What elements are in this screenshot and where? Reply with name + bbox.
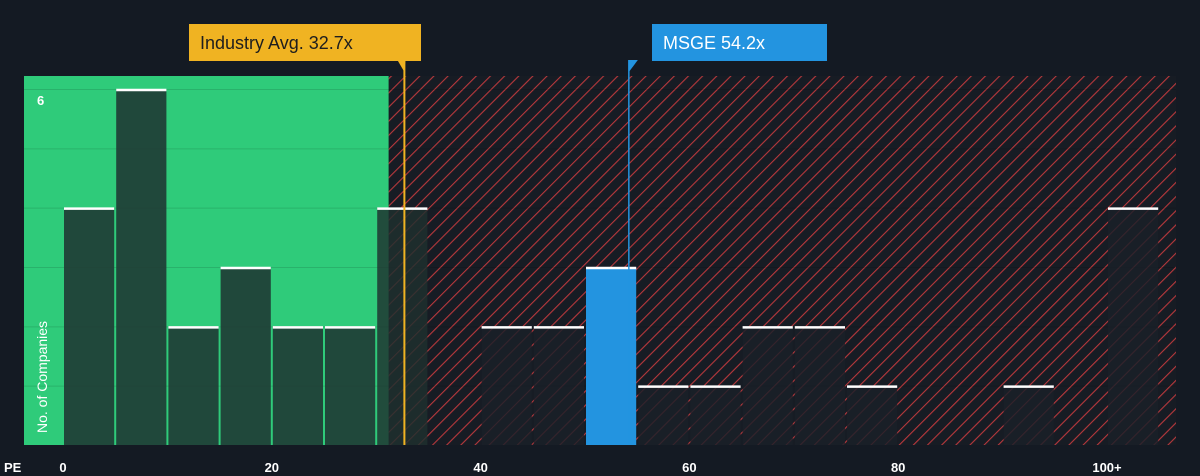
x-axis-title: PE [4, 460, 22, 475]
histogram-bar [794, 326, 845, 445]
y-tick-label: 6 [37, 93, 44, 108]
industry-average-pointer [397, 60, 406, 72]
company-pe-callout [652, 24, 827, 61]
y-axis-title: No. of Companies [34, 321, 50, 433]
histogram-bar [481, 326, 532, 445]
histogram-bar [168, 326, 219, 445]
industry-average-callout [189, 24, 421, 61]
histogram-bar [586, 267, 637, 445]
histogram-bar [272, 326, 323, 445]
x-tick-label: 20 [265, 460, 279, 475]
histogram-bar [847, 385, 898, 445]
histogram-bar [1003, 385, 1054, 445]
company-pe-pointer [628, 60, 638, 72]
company-pe-label: MSGE 54.2x [663, 33, 765, 53]
histogram-bar [742, 326, 793, 445]
histogram-bar [64, 207, 115, 445]
industry-average-label: Industry Avg. 32.7x [200, 33, 353, 53]
histogram-bar [1108, 207, 1159, 445]
histogram-bar [116, 89, 167, 445]
histogram-bar [638, 385, 689, 445]
histogram-bar [377, 207, 428, 445]
x-tick-label: 100+ [1092, 460, 1122, 475]
x-tick-label: 40 [473, 460, 487, 475]
x-tick-label: 80 [891, 460, 905, 475]
histogram-bar [325, 326, 376, 445]
x-tick-label: 0 [59, 460, 66, 475]
histogram-bar [220, 267, 271, 445]
histogram-bar [533, 326, 584, 445]
histogram-bar [690, 385, 741, 445]
x-tick-label: 60 [682, 460, 696, 475]
